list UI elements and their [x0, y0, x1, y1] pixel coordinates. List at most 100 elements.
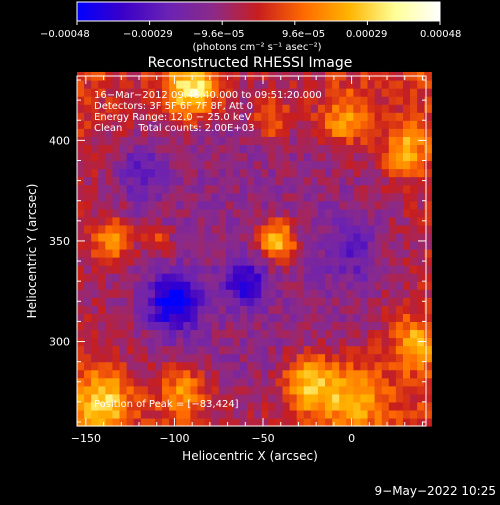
heatmap-cell — [169, 297, 177, 306]
heatmap-cell — [388, 168, 397, 178]
heatmap-cell — [154, 329, 163, 339]
heatmap-cell — [84, 257, 92, 266]
heatmap-cell — [402, 257, 411, 266]
heatmap-cell — [183, 120, 191, 129]
heatmap-cell — [218, 353, 227, 363]
heatmap-cell — [84, 337, 92, 347]
heatmap-cell — [232, 160, 241, 170]
heatmap-cell — [395, 409, 404, 419]
heatmap-cell — [176, 88, 184, 97]
heatmap-cell — [211, 192, 220, 202]
heatmap-cell — [374, 112, 383, 121]
heatmap-cell — [254, 216, 262, 226]
heatmap-cell — [176, 417, 184, 427]
heatmap-cell — [332, 321, 340, 331]
heatmap-cell — [126, 144, 135, 154]
heatmap-cell — [190, 128, 199, 137]
heatmap-cell — [105, 136, 114, 145]
heatmap-cell — [381, 417, 390, 427]
heatmap-cell — [169, 168, 177, 178]
heatmap-cell — [395, 88, 404, 97]
heatmap-cell — [105, 393, 114, 403]
heatmap-cell — [169, 224, 177, 234]
heatmap-cell — [395, 313, 404, 323]
heatmap-cell — [317, 385, 326, 395]
heatmap-cell — [84, 321, 92, 331]
heatmap-cell — [303, 152, 312, 162]
heatmap-cell — [275, 377, 284, 387]
heatmap-cell — [289, 184, 298, 194]
heatmap-cell — [239, 144, 248, 154]
heatmap-cell — [77, 168, 85, 178]
heatmap-cell — [339, 144, 347, 154]
heatmap-cell — [239, 377, 248, 387]
heatmap-cell — [410, 112, 418, 121]
heatmap-cell — [77, 232, 85, 242]
heatmap-cell — [303, 104, 312, 113]
heatmap-cell — [169, 112, 177, 121]
heatmap-cell — [417, 361, 425, 371]
heatmap-cell — [147, 401, 156, 411]
heatmap-cell — [339, 112, 347, 121]
heatmap-cell — [112, 136, 121, 145]
heatmap-cell — [261, 361, 269, 371]
heatmap-cell — [353, 377, 362, 387]
heatmap-cell — [254, 128, 262, 137]
heatmap-cell — [388, 232, 397, 242]
heatmap-cell — [402, 313, 411, 323]
heatmap-cell — [98, 152, 106, 162]
heatmap-cell — [254, 393, 262, 403]
heatmap-cell — [147, 281, 156, 290]
heatmap-cell — [204, 337, 213, 347]
heatmap-cell — [289, 297, 298, 306]
heatmap-cell — [112, 112, 121, 121]
heatmap-cell — [346, 160, 354, 170]
heatmap-cell — [225, 393, 234, 403]
heatmap-cell — [112, 313, 121, 323]
heatmap-cell — [84, 104, 92, 113]
heatmap-cell — [317, 96, 326, 105]
heatmap-cell — [410, 313, 418, 323]
heatmap-cell — [162, 136, 170, 145]
heatmap-cell — [410, 200, 418, 210]
heatmap-cell — [275, 112, 284, 121]
heatmap-cell — [339, 88, 347, 97]
heatmap-cell — [275, 369, 284, 379]
heatmap-cell — [154, 353, 163, 363]
heatmap-cell — [239, 192, 248, 202]
heatmap-cell — [424, 224, 432, 234]
heatmap-cell — [360, 353, 369, 363]
heatmap-cell — [183, 265, 191, 274]
heatmap-cell — [332, 257, 340, 266]
heatmap-cell — [339, 281, 347, 290]
heatmap-cell — [162, 305, 170, 314]
heatmap-cell — [133, 305, 142, 314]
heatmap-cell — [176, 409, 184, 419]
heatmap-cell — [154, 200, 163, 210]
heatmap-cell — [98, 369, 106, 379]
heatmap-cell — [154, 96, 163, 105]
heatmap-cell — [410, 361, 418, 371]
heatmap-cell — [282, 128, 291, 137]
heatmap-cell — [126, 200, 135, 210]
heatmap-cell — [84, 80, 92, 89]
heatmap-cell — [218, 184, 227, 194]
heatmap-cell — [360, 136, 369, 145]
heatmap-cell — [339, 409, 347, 419]
heatmap-cell — [211, 329, 220, 339]
heatmap-cell — [91, 160, 99, 170]
heatmap-cell — [388, 273, 397, 282]
heatmap-cell — [310, 104, 319, 113]
heatmap-cell — [360, 361, 369, 371]
heatmap-cell — [374, 385, 383, 395]
heatmap-cell — [126, 216, 135, 226]
heatmap-cell — [197, 273, 206, 282]
heatmap-cell — [239, 305, 248, 314]
heatmap-cell — [402, 353, 411, 363]
heatmap-cell — [424, 321, 432, 331]
heatmap-cell — [162, 224, 170, 234]
heatmap-cell — [332, 240, 340, 250]
heatmap-cell — [105, 257, 114, 266]
heatmap-cell — [381, 305, 390, 314]
heatmap-cell — [126, 281, 135, 290]
